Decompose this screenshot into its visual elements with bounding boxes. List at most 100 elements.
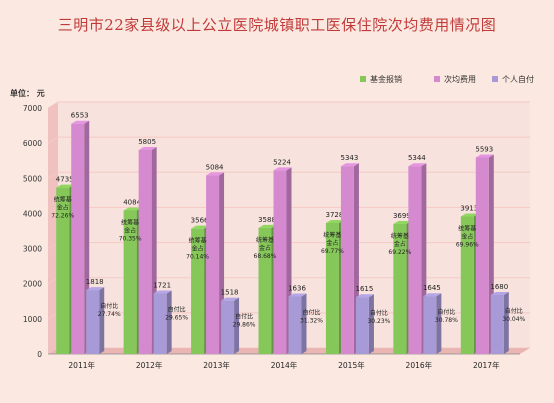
chart-title: 三明市22家县级以上公立医院城镇职工医保住院次均费用情况图 <box>57 16 497 34</box>
x-tick-label: 2012年 <box>136 360 163 370</box>
fund-share-annotation: 72.26% <box>51 213 74 220</box>
self-share-annotation: 自付比 <box>168 306 186 314</box>
bar-self-top <box>221 297 240 301</box>
legend-swatch-avg <box>434 76 440 82</box>
bar-fund-top <box>258 224 277 228</box>
bar-fund-top <box>56 184 75 188</box>
bar-self-top <box>423 293 442 297</box>
y-tick-label: 6000 <box>23 139 42 148</box>
fund-share-annotation: 70.35% <box>119 235 142 242</box>
self-share-annotation: 30.78% <box>435 317 458 324</box>
legend-label-fund: 基金报销 <box>370 74 402 84</box>
value-label-self: 1518 <box>221 289 239 297</box>
x-tick-label: 2014年 <box>271 360 298 370</box>
fund-share-annotation: 金占 <box>192 245 204 253</box>
fund-share-annotation: 统筹基 <box>54 196 72 204</box>
bar-fund <box>460 216 474 354</box>
y-tick-label: 5000 <box>23 174 42 183</box>
value-label-self: 1645 <box>423 284 441 292</box>
bar-fund <box>325 222 339 354</box>
fund-share-annotation: 金占 <box>326 239 338 247</box>
bar-self-top <box>288 293 307 297</box>
bar-self <box>153 293 167 354</box>
bar-self <box>288 296 302 354</box>
bar-self-side <box>436 293 442 354</box>
bar-avg-top <box>408 163 427 167</box>
y-tick-label: 2000 <box>23 280 42 289</box>
bar-self-side <box>368 294 374 354</box>
legend-item-avg: 次均费用 <box>434 72 476 86</box>
value-label-avg: 5084 <box>206 163 224 171</box>
fund-share-annotation: 金占 <box>394 240 406 248</box>
value-label-fund: 4084 <box>123 198 141 206</box>
self-share-annotation: 自付比 <box>235 313 253 321</box>
bar-avg-top <box>340 163 359 167</box>
value-label-self: 1680 <box>490 283 508 291</box>
bar-fund <box>191 228 205 354</box>
bar-self-top <box>490 291 509 295</box>
fund-share-annotation: 68.68% <box>254 253 277 260</box>
legend-item-self: 个人自付 <box>492 72 534 86</box>
self-share-annotation: 27.74% <box>98 311 121 318</box>
x-tick-label: 2011年 <box>68 360 95 370</box>
bar-avg <box>340 166 354 354</box>
legend-label-avg: 次均费用 <box>444 74 476 84</box>
bar-self <box>355 297 369 354</box>
y-tick-label: 1000 <box>23 315 42 324</box>
self-share-annotation: 31.32% <box>300 318 323 325</box>
side-wall <box>48 102 58 354</box>
fund-share-annotation: 统筹基 <box>256 236 274 244</box>
bar-avg <box>273 170 287 354</box>
fund-share-annotation: 金占 <box>461 232 473 240</box>
self-share-annotation: 自付比 <box>302 309 320 317</box>
self-share-annotation: 自付比 <box>370 309 388 317</box>
gridline <box>47 171 530 179</box>
fund-share-annotation: 统筹基 <box>323 231 341 239</box>
value-label-avg: 6553 <box>71 112 89 120</box>
bar-self-side <box>301 293 307 354</box>
bar-fund-top <box>460 213 479 217</box>
fund-share-annotation: 统筹基 <box>121 218 139 226</box>
legend: 基金报销 次均费用 个人自付 <box>360 72 550 86</box>
x-tick-label: 2016年 <box>406 360 433 370</box>
bar-avg-top <box>475 154 494 158</box>
bar-self <box>221 300 235 354</box>
bar-self <box>86 290 100 354</box>
gridline <box>47 101 530 109</box>
legend-swatch-fund <box>360 76 366 82</box>
bar-fund <box>393 224 407 354</box>
value-label-self: 1818 <box>86 278 104 286</box>
x-tick-label: 2013年 <box>203 360 230 370</box>
value-label-self: 1636 <box>288 285 306 293</box>
self-share-annotation: 自付比 <box>100 302 118 310</box>
legend-label-self: 个人自付 <box>502 74 534 84</box>
y-tick-label: 4000 <box>23 209 42 218</box>
bar-self-top <box>86 287 105 291</box>
bar-self-side <box>99 287 105 354</box>
bar-fund-top <box>393 221 412 225</box>
bar-avg-top <box>206 172 225 176</box>
fund-share-annotation: 金占 <box>259 244 271 252</box>
self-share-annotation: 30.23% <box>367 318 390 325</box>
value-label-avg: 5343 <box>341 154 359 162</box>
fund-share-annotation: 统筹基 <box>189 237 207 245</box>
value-label-fund: 3913 <box>460 204 478 212</box>
bar-fund-top <box>123 207 142 211</box>
bar-self-side <box>166 290 172 354</box>
gridline <box>47 136 530 144</box>
bar-fund-top <box>325 219 344 223</box>
x-tick-label: 2017年 <box>473 360 500 370</box>
bar-self-top <box>355 294 374 298</box>
fund-share-annotation: 金占 <box>57 204 69 212</box>
bar-self-side <box>234 297 240 354</box>
self-share-annotation: 29.86% <box>233 322 256 329</box>
legend-swatch-self <box>492 76 498 82</box>
fund-share-annotation: 统筹基 <box>391 232 409 240</box>
bar-fund <box>56 187 70 354</box>
fund-share-annotation: 金占 <box>124 226 136 234</box>
self-share-annotation: 29.65% <box>165 315 188 322</box>
self-share-annotation: 自付比 <box>505 307 523 315</box>
fund-share-annotation: 70.14% <box>186 254 209 261</box>
value-label-fund: 4735 <box>56 176 74 184</box>
